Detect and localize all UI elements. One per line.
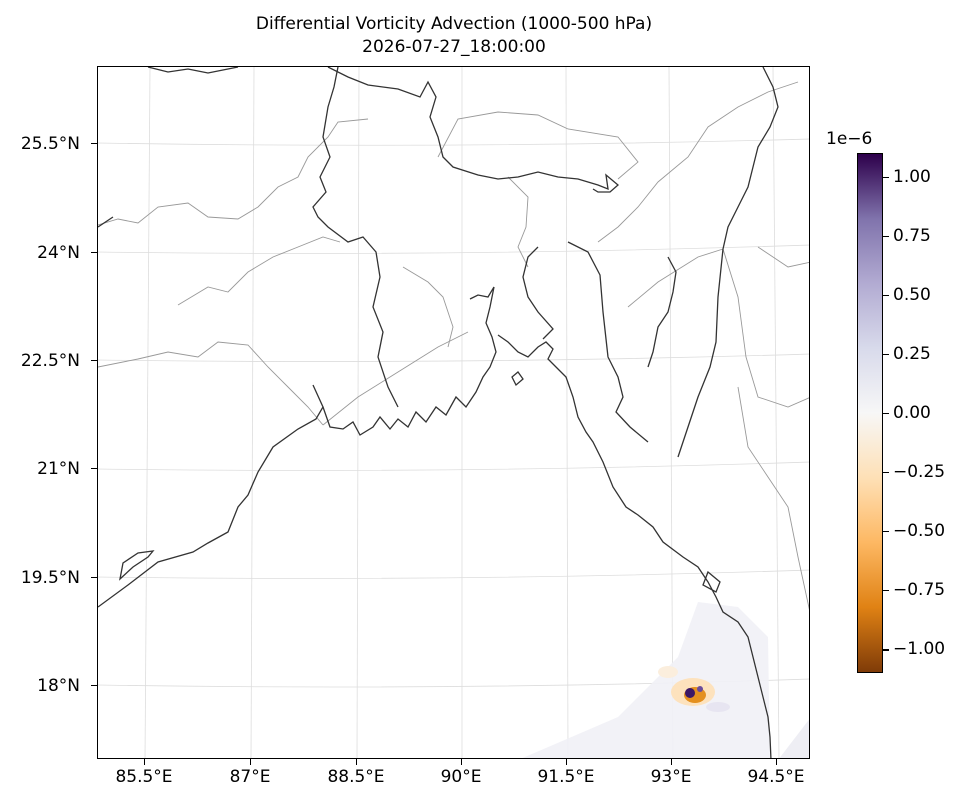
colorbar-tick-label: −0.75 xyxy=(893,580,946,601)
colorbar-tick-mark xyxy=(883,649,889,651)
vorticity-field xyxy=(522,602,809,758)
chart-title: Differential Vorticity Advection (1000-5… xyxy=(255,14,653,34)
lat-label: 22.5°N xyxy=(20,351,80,371)
colorbar xyxy=(857,153,883,673)
x-tick-mark xyxy=(461,759,463,765)
x-tick-mark xyxy=(144,759,146,765)
colorbar-tick-label: −0.50 xyxy=(893,521,946,542)
x-tick-mark xyxy=(671,759,673,765)
lat-label: 24°N xyxy=(37,243,80,263)
colorbar-tick-label: 0.75 xyxy=(893,225,931,246)
lon-label: 87°E xyxy=(229,767,271,787)
colorbar-tick-label: −1.00 xyxy=(893,639,946,660)
colorbar-tick-mark xyxy=(883,353,889,356)
coastline xyxy=(98,67,779,758)
colorbar-tick-mark xyxy=(883,472,889,474)
colorbar-tick-mark xyxy=(883,235,889,237)
graticule xyxy=(98,67,809,758)
y-tick-mark xyxy=(91,468,97,470)
chart-subtitle-timestamp: 2026-07-27_18:00:00 xyxy=(362,37,546,57)
y-tick-mark xyxy=(91,143,97,145)
lon-label: 85.5°E xyxy=(115,767,173,787)
lon-label: 91.5°E xyxy=(537,767,595,787)
colorbar-tick-mark xyxy=(883,590,889,592)
lat-label: 18°N xyxy=(37,676,80,696)
x-tick-mark xyxy=(250,759,252,765)
colorbar-tick-mark xyxy=(883,413,889,415)
y-tick-mark xyxy=(91,577,97,579)
colorbar-tick-mark xyxy=(883,176,889,178)
x-tick-mark xyxy=(776,759,778,765)
y-tick-mark xyxy=(91,685,97,687)
colorbar-exponent-label: 1e−6 xyxy=(826,129,873,149)
lon-label: 90°E xyxy=(440,767,482,787)
y-tick-mark xyxy=(91,360,97,362)
colorbar-tick-label: −0.25 xyxy=(893,462,946,483)
colorbar-tick-label: 0.50 xyxy=(893,284,931,305)
lat-label: 19.5°N xyxy=(20,568,80,588)
map-panel xyxy=(97,66,810,759)
lat-label: 25.5°N xyxy=(20,134,80,154)
lat-label: 21°N xyxy=(37,459,80,479)
lon-label: 88.5°E xyxy=(327,767,385,787)
colorbar-tick-mark xyxy=(883,294,889,296)
y-tick-mark xyxy=(91,252,97,254)
x-tick-mark xyxy=(356,759,358,765)
colorbar-tick-label: 1.00 xyxy=(893,166,931,187)
colorbar-tick-label: 0.00 xyxy=(893,403,931,423)
lon-label: 94.5°E xyxy=(747,767,805,787)
state-borders xyxy=(98,81,809,610)
colorbar-tick-mark xyxy=(883,531,889,533)
colorbar-tick-label: 0.25 xyxy=(893,343,931,364)
x-tick-mark xyxy=(566,759,568,765)
lon-label: 93°E xyxy=(650,767,692,787)
map-canvas xyxy=(98,67,809,758)
